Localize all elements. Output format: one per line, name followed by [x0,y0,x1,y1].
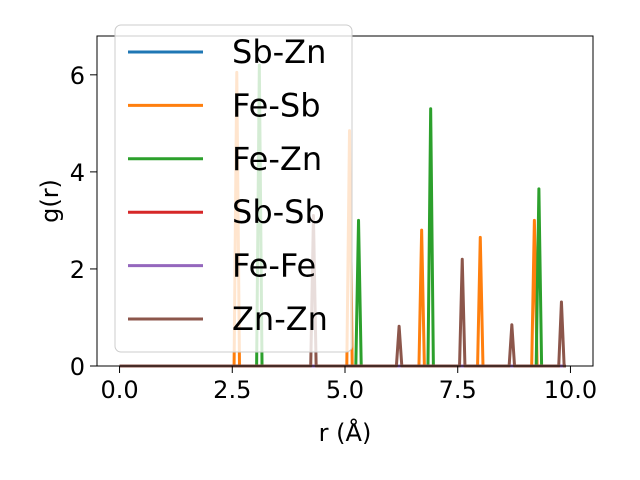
legend-label-fe-fe: Fe-Fe [232,247,316,285]
y-tick-label: 0 [70,353,85,381]
legend-label-fe-sb: Fe-Sb [232,86,321,124]
y-tick-label: 2 [70,256,85,284]
x-axis-label: r (Å) [319,418,372,447]
legend-label-fe-zn: Fe-Zn [232,140,322,178]
x-tick-label: 5.0 [326,376,364,404]
y-axis-label: g(r) [36,179,64,223]
x-tick-label: 10.0 [544,376,597,404]
legend-label-zn-zn: Zn-Zn [232,300,328,338]
x-axis: 0.0 2.5 5.0 7.5 10.0 [100,366,597,404]
y-axis: 0 2 4 6 [70,62,97,381]
x-tick-label: 0.0 [100,376,138,404]
legend: Sb-Zn Fe-Sb Fe-Zn Sb-Sb Fe-Fe Zn-Zn [114,24,353,353]
x-tick-label: 7.5 [439,376,477,404]
y-tick-label: 6 [70,62,85,90]
x-tick-label: 2.5 [213,376,251,404]
legend-label-sb-zn: Sb-Zn [232,33,326,71]
y-tick-label: 4 [70,159,85,187]
legend-label-sb-sb: Sb-Sb [232,193,325,231]
